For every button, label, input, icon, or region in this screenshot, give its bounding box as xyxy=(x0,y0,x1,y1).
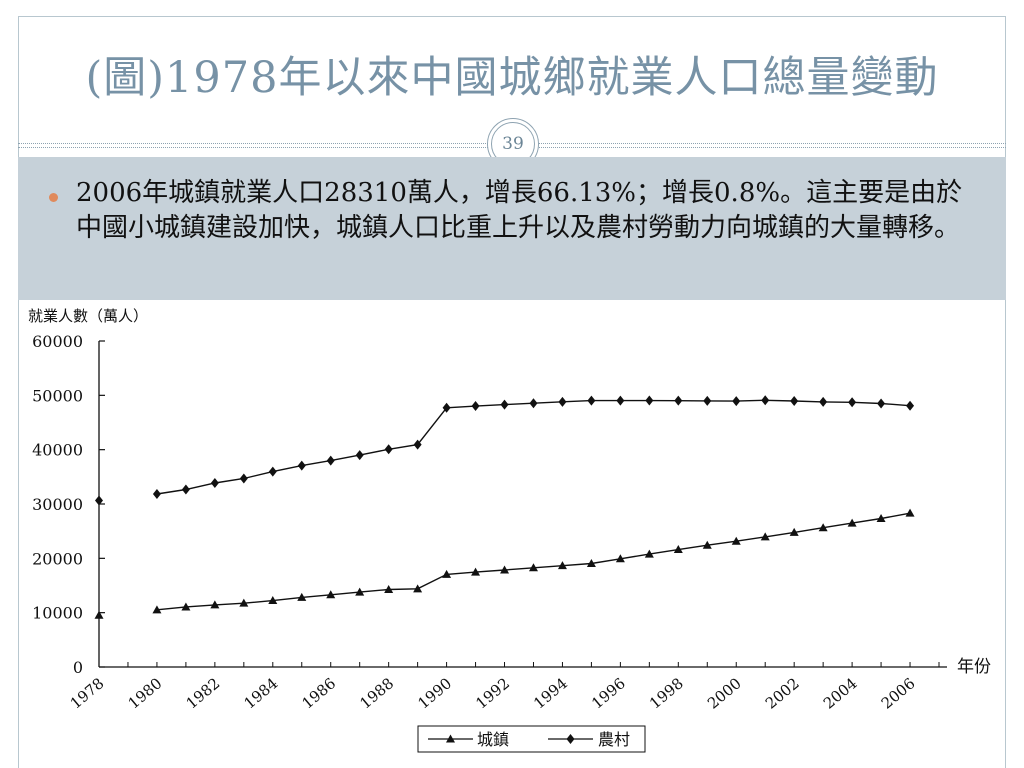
data-point-triangle xyxy=(210,600,220,609)
y-tick-label: 20000 xyxy=(32,549,83,568)
x-tick-label: 1988 xyxy=(356,674,397,712)
data-point-triangle xyxy=(297,592,307,601)
x-tick-label: 1994 xyxy=(530,674,571,712)
data-point-diamond xyxy=(297,460,306,471)
legend-label: 城鎮 xyxy=(477,730,509,749)
y-tick-label: 10000 xyxy=(32,604,83,623)
x-tick-label: 1996 xyxy=(588,674,629,712)
y-tick-label: 30000 xyxy=(32,495,83,514)
data-point-triangle xyxy=(384,584,394,593)
data-point-diamond xyxy=(355,450,364,461)
series-urban xyxy=(94,508,915,619)
x-tick-label: 1986 xyxy=(298,674,339,712)
y-tick-label: 40000 xyxy=(32,441,83,460)
data-point-triangle xyxy=(818,523,828,532)
data-point-diamond xyxy=(761,395,770,406)
data-point-triangle xyxy=(268,596,278,605)
data-point-triangle xyxy=(615,554,625,563)
data-point-diamond xyxy=(268,466,277,477)
data-point-diamond xyxy=(703,395,712,406)
series-line xyxy=(156,399,911,495)
x-tick-label: 2002 xyxy=(762,674,803,712)
chart-legend: 城鎮 農村 xyxy=(417,725,646,753)
data-point-triangle xyxy=(876,514,886,523)
data-point-diamond xyxy=(471,401,480,412)
bullet-band xyxy=(18,157,1006,300)
data-point-diamond xyxy=(442,402,451,413)
chart-axes xyxy=(98,341,947,668)
data-point-triangle xyxy=(326,590,336,599)
data-point-diamond xyxy=(819,396,828,407)
data-point-diamond xyxy=(877,398,886,409)
data-point-triangle xyxy=(471,567,481,576)
data-point-triangle xyxy=(760,532,770,541)
chart-series xyxy=(94,395,915,619)
data-point-diamond xyxy=(500,399,509,410)
employment-line-chart: 就業人數（萬人） 年份 0 10000 20000 30000 40000 50000 60… xyxy=(28,307,991,753)
x-tick-label: 1984 xyxy=(241,674,282,712)
x-tick-label: 1982 xyxy=(183,674,224,712)
x-axis-label: 年份 xyxy=(957,657,991,677)
y-tick-label: 0 xyxy=(73,658,83,677)
data-point-diamond xyxy=(181,484,190,495)
data-point-diamond xyxy=(906,400,915,411)
x-tick-label: 2000 xyxy=(704,674,745,712)
x-tick-label: 1978 xyxy=(67,674,108,712)
data-point-diamond xyxy=(413,439,422,450)
data-point-triangle xyxy=(442,569,452,578)
data-point-diamond xyxy=(732,396,741,407)
x-tick-label: 1992 xyxy=(472,674,513,712)
data-point-triangle xyxy=(94,610,104,619)
y-tick-label: 50000 xyxy=(32,386,83,405)
data-point-diamond xyxy=(529,398,538,409)
slide-frame xyxy=(18,16,1006,768)
data-point-triangle xyxy=(413,584,423,593)
y-axis-label: 就業人數（萬人） xyxy=(28,307,148,325)
data-point-triangle xyxy=(355,587,365,596)
data-point-triangle xyxy=(847,518,857,527)
data-point-diamond xyxy=(848,397,857,408)
data-point-diamond xyxy=(616,395,625,406)
x-tick-label: 1998 xyxy=(646,674,687,712)
x-tick-label: 1980 xyxy=(125,674,166,712)
legend-marker-diamond xyxy=(566,734,575,744)
data-point-triangle xyxy=(557,561,567,570)
data-point-diamond xyxy=(326,455,335,466)
data-point-triangle xyxy=(644,549,654,558)
data-point-triangle xyxy=(702,540,712,549)
data-point-triangle xyxy=(500,565,510,574)
data-point-diamond xyxy=(790,395,799,406)
data-point-triangle xyxy=(239,598,249,607)
bullet-text: 2006年城鎮就業人口28310萬人，增長66.13%；增長0.8%。這主要是由… xyxy=(76,178,963,243)
data-point-diamond xyxy=(152,489,161,500)
slide-title: (圖)1978年以來中國城鄉就業人口總量變動 xyxy=(85,53,939,103)
data-point-triangle xyxy=(586,559,596,568)
series-rural xyxy=(95,395,915,506)
data-point-diamond xyxy=(384,444,393,455)
data-point-diamond xyxy=(558,396,567,407)
data-point-triangle xyxy=(673,545,683,554)
data-point-triangle xyxy=(152,605,162,614)
data-point-diamond xyxy=(95,495,103,506)
y-axis-ticks: 0 10000 20000 30000 40000 50000 60000 xyxy=(32,332,105,677)
x-tick-label: 2006 xyxy=(878,674,919,712)
data-point-diamond xyxy=(645,395,654,406)
legend-marker-triangle xyxy=(446,734,455,743)
data-point-triangle xyxy=(181,602,191,611)
y-tick-label: 60000 xyxy=(32,332,83,351)
x-axis-ticks: 1978 1980 1982 1984 1986 1988 1990 1992 1994 1996… xyxy=(67,662,940,713)
data-point-diamond xyxy=(587,395,596,406)
x-tick-label: 1990 xyxy=(414,674,455,712)
data-point-triangle xyxy=(731,536,741,545)
x-tick-label: 2004 xyxy=(820,674,861,712)
data-point-triangle xyxy=(905,508,915,517)
bullet-icon xyxy=(49,193,58,202)
data-point-diamond xyxy=(674,395,683,406)
data-point-diamond xyxy=(210,477,219,488)
series-line xyxy=(156,512,911,611)
data-point-triangle xyxy=(789,527,799,536)
legend-label: 農村 xyxy=(598,730,630,749)
data-point-triangle xyxy=(528,563,538,572)
data-point-diamond xyxy=(239,473,248,484)
